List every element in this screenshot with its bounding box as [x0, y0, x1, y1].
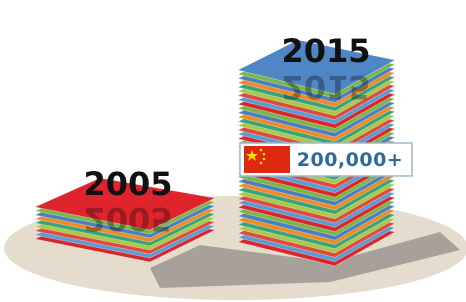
badge: 200,000+	[240, 143, 412, 176]
year-reflection: 2015	[281, 68, 370, 106]
infographic: 2005 2005 2015 2015 200,000+	[0, 0, 466, 302]
year-label: 2005	[83, 165, 172, 203]
year-label: 2015	[281, 32, 370, 70]
page: 2005 2005 2015 2015 200,000+ (() => { co…	[0, 0, 466, 302]
badge-text: 200,000+	[297, 149, 403, 171]
flag-star	[263, 153, 266, 156]
flag-star	[260, 162, 263, 165]
flag-star	[260, 149, 263, 152]
flag-star	[263, 158, 266, 161]
flag	[244, 146, 290, 173]
year-reflection: 2005	[83, 200, 172, 238]
